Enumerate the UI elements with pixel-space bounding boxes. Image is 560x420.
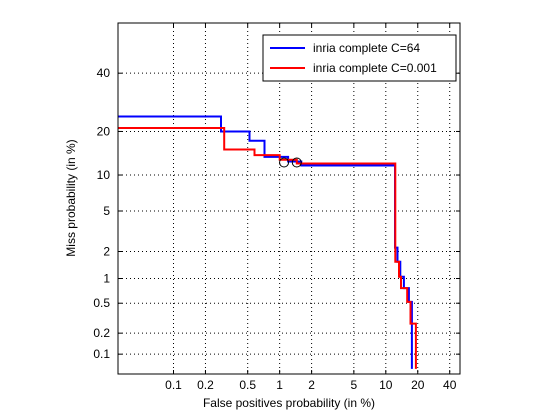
y-tick-label: 0.1 bbox=[93, 347, 110, 361]
y-axis-ticks: 0.1 0.2 0.5 1 2 5 10 20 40 bbox=[93, 66, 460, 361]
y-tick-label: 40 bbox=[97, 66, 111, 80]
x-tick-label: 0.2 bbox=[197, 378, 214, 392]
x-tick-label: 0.5 bbox=[239, 378, 256, 392]
y-tick-label: 1 bbox=[103, 272, 110, 286]
operating-point-marker bbox=[279, 157, 290, 168]
x-axis-label: False positives probability (in %) bbox=[203, 396, 375, 410]
legend-box bbox=[262, 34, 457, 82]
y-tick-label: 5 bbox=[103, 204, 110, 218]
y-axis-label: Miss probability (in %) bbox=[64, 139, 78, 256]
marker-layer bbox=[279, 157, 302, 168]
x-axis-ticks: 0.1 0.2 0.5 1 2 5 10 20 40 bbox=[165, 23, 457, 392]
operating-point-marker bbox=[291, 157, 302, 168]
x-tick-label: 5 bbox=[351, 378, 358, 392]
y-tick-label: 20 bbox=[97, 124, 111, 138]
x-tick-label: 10 bbox=[379, 378, 393, 392]
y-tick-label: 0.5 bbox=[93, 296, 110, 310]
series-layer bbox=[118, 115, 417, 369]
x-tick-label: 20 bbox=[411, 378, 425, 392]
x-tick-label: 2 bbox=[308, 378, 315, 392]
legend: inria complete C=64 inria complete C=0.0… bbox=[262, 34, 457, 82]
series-line-red bbox=[118, 127, 417, 369]
x-tick-label: 40 bbox=[443, 378, 457, 392]
legend-entry-red: inria complete C=0.001 bbox=[313, 61, 437, 75]
y-tick-label: 2 bbox=[103, 245, 110, 259]
y-tick-label: 10 bbox=[97, 168, 111, 182]
x-tick-label: 0.1 bbox=[165, 378, 182, 392]
y-tick-label: 0.2 bbox=[93, 326, 110, 340]
plot-frame bbox=[117, 22, 461, 375]
x-tick-label: 1 bbox=[276, 378, 283, 392]
legend-entry-blue: inria complete C=64 bbox=[313, 41, 420, 55]
